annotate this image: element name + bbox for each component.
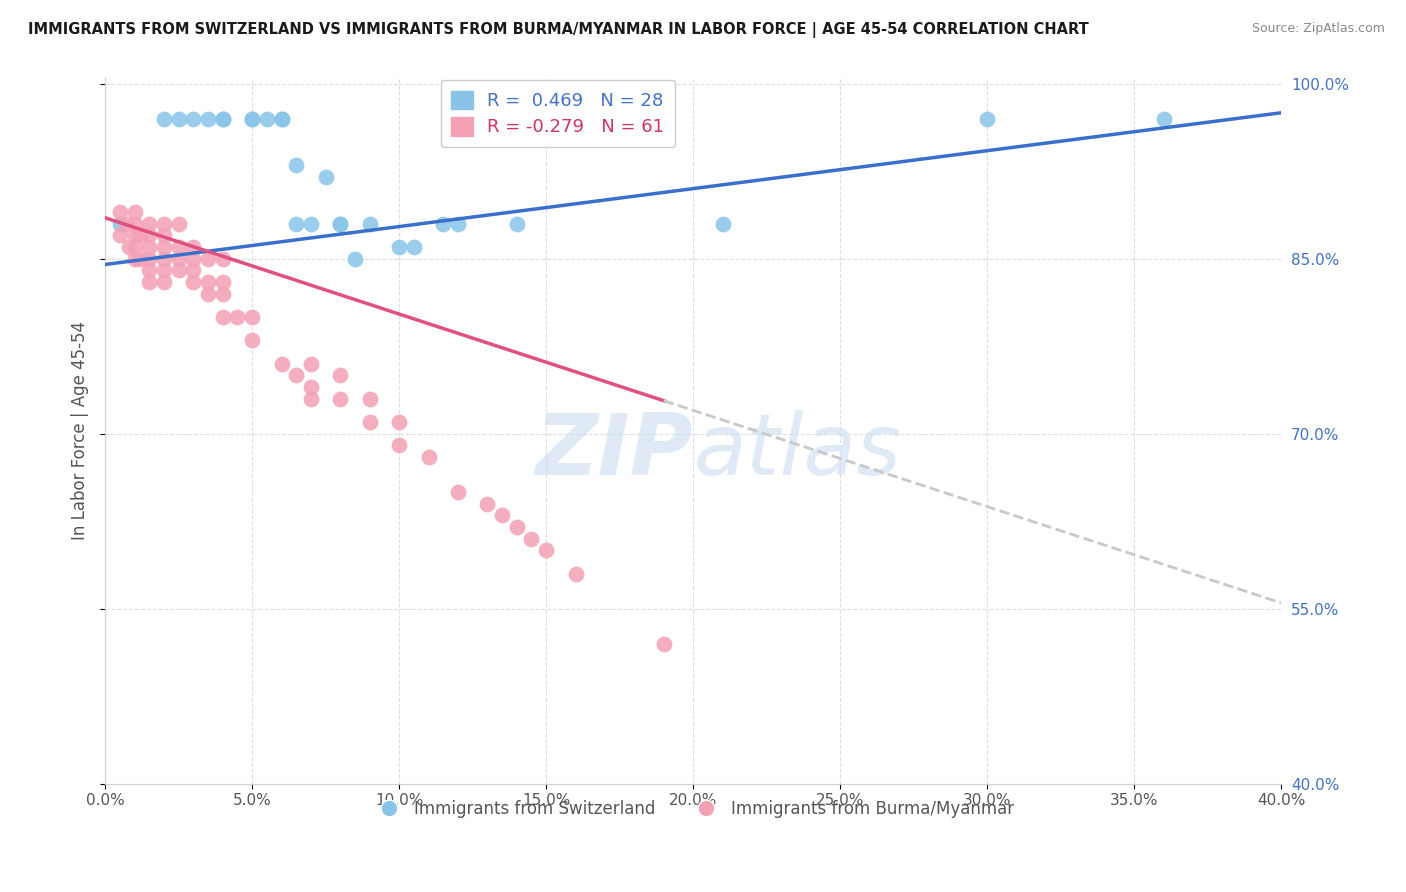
Point xyxy=(211,252,233,266)
Point xyxy=(114,217,136,231)
Point xyxy=(197,275,219,289)
Point xyxy=(285,368,308,383)
Point xyxy=(432,217,454,231)
Point xyxy=(506,217,529,231)
Point xyxy=(183,112,205,126)
Point xyxy=(211,275,233,289)
Point xyxy=(129,228,152,243)
Point xyxy=(299,392,322,406)
Point xyxy=(183,252,205,266)
Point xyxy=(153,112,176,126)
Point xyxy=(418,450,440,464)
Point xyxy=(124,240,146,254)
Point xyxy=(299,380,322,394)
Point xyxy=(270,112,292,126)
Point xyxy=(388,240,411,254)
Point xyxy=(285,158,308,172)
Point xyxy=(359,415,381,429)
Point xyxy=(138,252,160,266)
Point xyxy=(315,169,337,184)
Point xyxy=(270,112,292,126)
Point xyxy=(124,205,146,219)
Point xyxy=(477,497,499,511)
Point xyxy=(153,263,176,277)
Point xyxy=(652,637,675,651)
Legend: Immigrants from Switzerland, Immigrants from Burma/Myanmar: Immigrants from Switzerland, Immigrants … xyxy=(366,794,1021,825)
Point xyxy=(138,263,160,277)
Point xyxy=(388,415,411,429)
Point xyxy=(329,217,352,231)
Text: Source: ZipAtlas.com: Source: ZipAtlas.com xyxy=(1251,22,1385,36)
Point xyxy=(211,286,233,301)
Point xyxy=(240,112,263,126)
Point xyxy=(167,217,190,231)
Point xyxy=(211,112,233,126)
Point xyxy=(447,485,470,500)
Text: atlas: atlas xyxy=(693,410,901,493)
Point xyxy=(138,217,160,231)
Point xyxy=(138,240,160,254)
Point xyxy=(124,228,146,243)
Point xyxy=(129,252,152,266)
Point xyxy=(167,112,190,126)
Y-axis label: In Labor Force | Age 45-54: In Labor Force | Age 45-54 xyxy=(72,321,89,541)
Point xyxy=(1153,112,1175,126)
Point xyxy=(506,520,529,534)
Point xyxy=(167,263,190,277)
Point xyxy=(329,392,352,406)
Point xyxy=(564,566,586,581)
Point xyxy=(299,357,322,371)
Point xyxy=(183,275,205,289)
Point xyxy=(240,112,263,126)
Point xyxy=(197,112,219,126)
Point xyxy=(153,228,176,243)
Point xyxy=(153,217,176,231)
Point xyxy=(153,240,176,254)
Point xyxy=(285,217,308,231)
Text: IMMIGRANTS FROM SWITZERLAND VS IMMIGRANTS FROM BURMA/MYANMAR IN LABOR FORCE | AG: IMMIGRANTS FROM SWITZERLAND VS IMMIGRANT… xyxy=(28,22,1088,38)
Point xyxy=(344,252,367,266)
Point xyxy=(211,112,233,126)
Point xyxy=(388,438,411,452)
Point xyxy=(211,310,233,324)
Point xyxy=(153,252,176,266)
Point xyxy=(240,310,263,324)
Point xyxy=(270,357,292,371)
Point xyxy=(711,217,734,231)
Point xyxy=(447,217,470,231)
Point xyxy=(183,240,205,254)
Point xyxy=(359,217,381,231)
Point xyxy=(118,240,141,254)
Point xyxy=(329,368,352,383)
Point xyxy=(329,217,352,231)
Point xyxy=(491,508,513,523)
Point xyxy=(153,275,176,289)
Point xyxy=(534,543,557,558)
Point xyxy=(138,228,160,243)
Point xyxy=(226,310,249,324)
Point xyxy=(108,205,131,219)
Point xyxy=(138,275,160,289)
Point xyxy=(124,217,146,231)
Point xyxy=(167,240,190,254)
Point xyxy=(197,286,219,301)
Text: ZIP: ZIP xyxy=(536,410,693,493)
Point xyxy=(108,217,131,231)
Point xyxy=(183,263,205,277)
Point xyxy=(124,252,146,266)
Point xyxy=(256,112,278,126)
Point xyxy=(520,532,543,546)
Point xyxy=(108,228,131,243)
Point xyxy=(197,252,219,266)
Point xyxy=(402,240,425,254)
Point xyxy=(359,392,381,406)
Point xyxy=(976,112,998,126)
Point xyxy=(240,334,263,348)
Point xyxy=(299,217,322,231)
Point xyxy=(167,252,190,266)
